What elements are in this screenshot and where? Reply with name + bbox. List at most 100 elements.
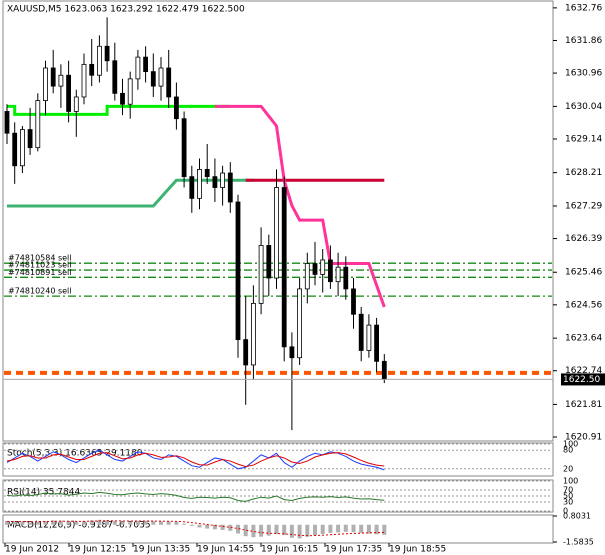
y-tick-label: 1621.81 (565, 400, 602, 410)
macd-bar (282, 524, 287, 536)
candle-body (366, 324, 372, 351)
indicator-line (6, 449, 385, 471)
macd-bar (359, 524, 364, 533)
macd-bar (28, 522, 33, 525)
candle-body (250, 302, 256, 366)
y-tick-label: 1630.96 (565, 69, 602, 79)
candle-body (97, 45, 102, 76)
y-tick-label: 50 (563, 492, 573, 501)
y-tick-label: 1624.56 (565, 300, 602, 310)
candle-body (358, 313, 364, 351)
candle-body (35, 100, 41, 149)
indicator-line (6, 491, 385, 502)
x-tick-label: 19 Jun 2012 (5, 545, 59, 555)
bid-label: 1622.50 (563, 375, 600, 385)
order-label: #74810891 sell (8, 268, 72, 277)
y-tick-label: 20 (563, 464, 573, 473)
macd-bar (289, 524, 294, 538)
macd-bar (5, 520, 9, 525)
candle-body (266, 245, 272, 279)
candle-body (66, 74, 71, 112)
macd-bar (43, 520, 48, 525)
candle-body (235, 201, 241, 341)
candle-body (220, 172, 226, 188)
candle-body (197, 168, 202, 199)
candle-body (327, 259, 333, 283)
candle-body (320, 259, 326, 275)
y-tick-label: 0.8031 (563, 512, 591, 521)
candle-body (58, 74, 64, 87)
y-tick-label: 80 (563, 446, 573, 455)
stoch-title: Stoch(5,3,3) 16.6365 29.1180 (7, 449, 143, 459)
candle-body (112, 60, 118, 94)
macd-bar (35, 522, 40, 525)
macd-bar (135, 520, 140, 525)
macd-bar (20, 522, 25, 525)
candle-body (289, 346, 295, 359)
macd-bar (174, 522, 179, 525)
x-tick-label: 19 Jun 17:35 (325, 545, 382, 555)
candle-body (81, 63, 87, 98)
macd-bar (105, 520, 110, 525)
y-tick-label: 0 (563, 507, 568, 516)
macd-bar (382, 524, 387, 535)
chart-header: XAUUSD,M5 1623.063 1623.292 1622.479 162… (7, 5, 245, 15)
order-label: #74811023 sell (8, 261, 72, 270)
macd-bar (89, 520, 94, 525)
candle-body (150, 71, 156, 87)
macd-bar (366, 524, 371, 534)
y-tick-label: -1.5835 (563, 538, 594, 547)
indicator-line (6, 452, 385, 468)
candle-body (173, 96, 179, 120)
macd-title: MACD(12,26,9) -0.9187 -0.7035 (7, 521, 151, 531)
macd-bar (236, 524, 240, 534)
candle-body (104, 45, 110, 62)
macd-bar (166, 521, 171, 525)
candle-body (120, 92, 125, 105)
macd-bar (58, 520, 63, 525)
candle-body (4, 111, 10, 134)
y-tick-label: 1632.76 (565, 3, 602, 13)
candle-body (258, 245, 264, 304)
macd-bar (189, 524, 194, 526)
y-tick-label: 100 (563, 477, 578, 486)
macd-bar (305, 524, 310, 537)
macd-bar (266, 524, 271, 536)
candle-body (297, 288, 303, 359)
macd-bar (259, 524, 264, 537)
candle-body (343, 266, 349, 290)
candle-body (212, 176, 218, 188)
macd-bar (12, 521, 17, 525)
candle-body (73, 96, 79, 112)
stoch-frame (2, 442, 554, 477)
x-tick-label: 19 Jun 14:55 (197, 545, 254, 555)
x-tick-label: 19 Jun 13:35 (133, 545, 190, 555)
y-tick-label: 1620.91 (565, 433, 602, 443)
candle-body (181, 118, 187, 178)
indicator-line (7, 104, 231, 116)
macd-bar (328, 524, 333, 533)
candle-body (374, 324, 380, 362)
candle-body (312, 263, 318, 275)
candle-body (158, 67, 164, 87)
candle-body (135, 56, 141, 80)
y-tick-label: 1631.86 (565, 36, 602, 46)
macd-bar (212, 524, 217, 530)
candle-body (335, 266, 341, 283)
macd-bar (343, 524, 348, 532)
main-frame (2, 0, 554, 442)
candle-body (143, 56, 149, 73)
y-tick-label: 1627.29 (565, 201, 602, 211)
macd-bar (120, 521, 125, 525)
y-tick-label: 70 (563, 486, 573, 495)
macd-bar (243, 524, 248, 537)
x-tick-label: 19 Jun 12:15 (69, 545, 126, 555)
candle-body (304, 263, 310, 290)
candle-body (204, 168, 210, 178)
macd-bar (220, 524, 225, 530)
macd-bar (374, 524, 379, 535)
candle-body (281, 187, 287, 348)
y-tick-label: 1623.64 (565, 334, 602, 344)
rsi-frame (2, 479, 554, 513)
